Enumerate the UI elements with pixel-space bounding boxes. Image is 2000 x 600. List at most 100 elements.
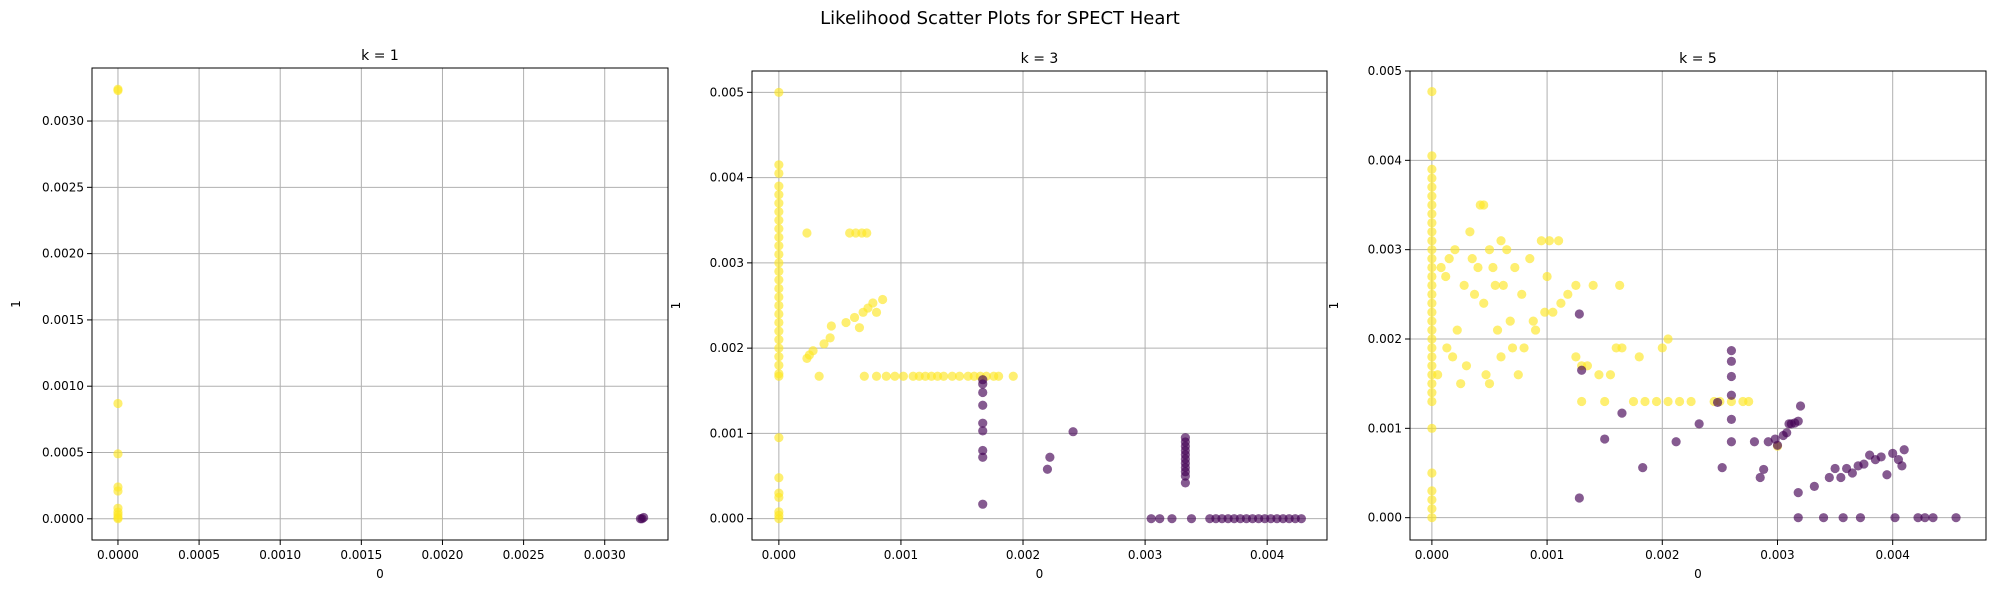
data-point [1830, 463, 1840, 474]
data-point [1755, 472, 1765, 483]
data-point [1427, 200, 1437, 210]
data-point [1427, 486, 1437, 496]
data-point [1427, 182, 1437, 192]
data-point [774, 87, 784, 97]
data-point [1502, 245, 1512, 255]
data-point [1180, 478, 1190, 488]
data-point [774, 352, 784, 362]
data-point [1899, 445, 1909, 455]
data-point [978, 400, 988, 410]
y-tick-label: 0.005 [1368, 64, 1402, 78]
data-point [1167, 514, 1177, 524]
data-point [819, 339, 829, 349]
data-point [1427, 307, 1437, 317]
data-point [978, 387, 988, 398]
data-point [1427, 209, 1437, 219]
data-point [1479, 200, 1489, 210]
data-point [1577, 396, 1587, 407]
data-point [1479, 298, 1489, 308]
panel-1: 0.0000 0.0005 0.0010 0.0015 0.0020 0.0025 0.00… [9, 48, 669, 581]
data-point [1928, 513, 1938, 523]
data-point [1782, 428, 1792, 438]
data-point [1634, 352, 1644, 362]
y-tick-label: 0.0005 [42, 445, 84, 459]
data-point [774, 335, 784, 345]
data-point [859, 371, 869, 381]
data-point [1594, 370, 1604, 380]
x-tick-label: 0.004 [1250, 548, 1284, 562]
data-point [774, 360, 784, 370]
data-point [1427, 86, 1437, 97]
data-point [1528, 316, 1538, 326]
y-axis-label: 1 [1327, 302, 1341, 310]
data-point [878, 294, 888, 305]
series-1 [1574, 309, 1961, 523]
data-point [1749, 437, 1760, 447]
data-point [871, 307, 882, 317]
data-point [1490, 280, 1500, 290]
data-point [774, 232, 784, 242]
x-axis-label: 0 [1036, 567, 1044, 581]
data-point [1427, 513, 1437, 523]
y-tick-label: 0.005 [710, 85, 744, 99]
y-tick-label: 0.001 [710, 426, 744, 440]
data-point [1763, 437, 1773, 447]
data-point [1638, 463, 1648, 473]
data-point [1920, 513, 1930, 523]
data-point [1818, 513, 1829, 523]
data-point [1427, 388, 1437, 398]
data-point [1296, 514, 1306, 524]
data-point [1651, 396, 1662, 407]
data-point [1824, 472, 1834, 483]
data-point [1427, 191, 1437, 201]
data-point [774, 207, 784, 217]
data-point [1450, 245, 1460, 255]
data-point [1759, 464, 1769, 475]
series-1 [635, 512, 649, 524]
data-point [774, 326, 784, 336]
x-tick-label: 0.004 [1876, 548, 1910, 562]
panel-title: k = 3 [1021, 51, 1059, 67]
x-tick-label: 0.0010 [259, 548, 301, 562]
y-tick-label: 0.0000 [42, 512, 84, 526]
data-point [1577, 365, 1587, 375]
data-point [1793, 416, 1803, 426]
data-point [1427, 151, 1437, 161]
data-point [774, 473, 784, 483]
data-point [1663, 396, 1673, 407]
data-point [1427, 334, 1437, 344]
data-point [1469, 289, 1480, 299]
data-point [808, 346, 818, 356]
data-point [1427, 504, 1437, 514]
axes-frame [751, 70, 1328, 541]
data-point [826, 321, 836, 331]
data-point [1427, 164, 1437, 174]
y-tick-label: 0.004 [1368, 153, 1402, 167]
panel-title: k = 5 [1679, 51, 1717, 67]
data-point [1795, 401, 1806, 411]
data-point [1441, 271, 1451, 282]
data-point [1155, 514, 1165, 524]
x-tick-label: 0.000 [762, 548, 796, 562]
y-tick-label: 0.001 [1368, 421, 1402, 435]
data-point [774, 181, 784, 191]
data-point [1427, 316, 1437, 326]
data-point [978, 445, 988, 456]
data-point [1793, 513, 1803, 523]
data-point [1510, 262, 1520, 273]
data-point [1513, 370, 1523, 380]
y-tick-label: 0.0015 [42, 313, 84, 327]
data-point [1657, 343, 1667, 353]
data-point [774, 343, 784, 353]
data-point [1913, 513, 1923, 523]
panel-2: 0.000 0.001 0.002 0.003 0.004 0.000 0.001 0.002… [669, 51, 1328, 581]
x-tick-label: 0.000 [1415, 548, 1449, 562]
panel-title: k = 1 [361, 48, 399, 64]
data-point [774, 258, 784, 268]
data-point [1180, 471, 1190, 481]
data-point [639, 512, 649, 523]
data-point [890, 371, 900, 381]
data-point [1615, 280, 1625, 290]
data-point [954, 371, 965, 381]
